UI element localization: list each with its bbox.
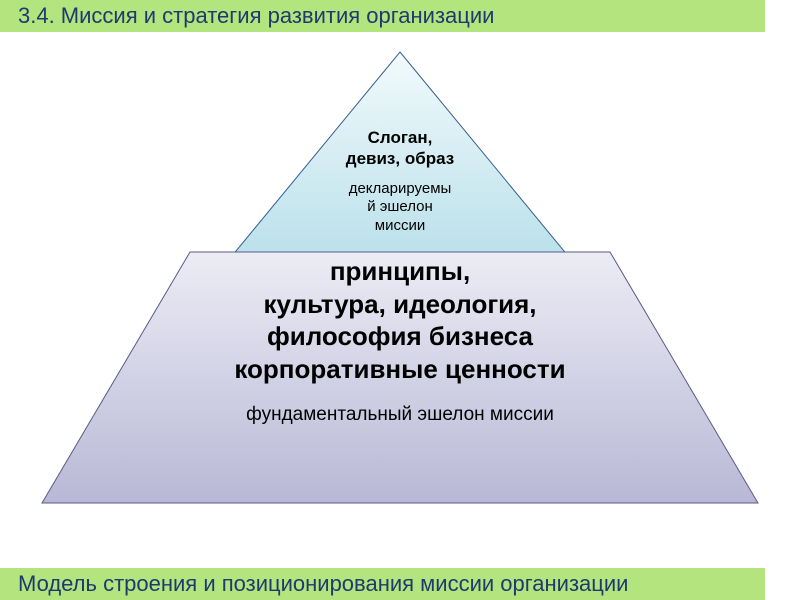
top-triangle-title: Слоган,девиз, образ <box>230 127 570 170</box>
bottom-trapezoid-content: принципы,культура, идеология,философия б… <box>40 255 760 427</box>
pyramid-diagram: Слоган,девиз, образ декларируемый эшелон… <box>0 32 800 568</box>
footer-title: Модель строения и позиционирования мисси… <box>18 571 628 597</box>
bottom-trapezoid: принципы,культура, идеология,философия б… <box>40 250 760 505</box>
header-title: 3.4. Миссия и стратегия развития организ… <box>18 3 494 29</box>
bottom-trapezoid-main: принципы,культура, идеология,философия б… <box>60 255 740 385</box>
top-triangle-content: Слоган,девиз, образ декларируемый эшелон… <box>220 127 580 236</box>
top-triangle-subtitle: декларируемый эшелонмиссии <box>230 180 570 236</box>
top-triangle: Слоган,девиз, образ декларируемый эшелон… <box>220 50 580 270</box>
footer-bar: Модель строения и позиционирования мисси… <box>0 568 765 600</box>
bottom-trapezoid-sub: фундаментальный эшелон миссии <box>60 403 740 427</box>
header-bar: 3.4. Миссия и стратегия развития организ… <box>0 0 765 32</box>
